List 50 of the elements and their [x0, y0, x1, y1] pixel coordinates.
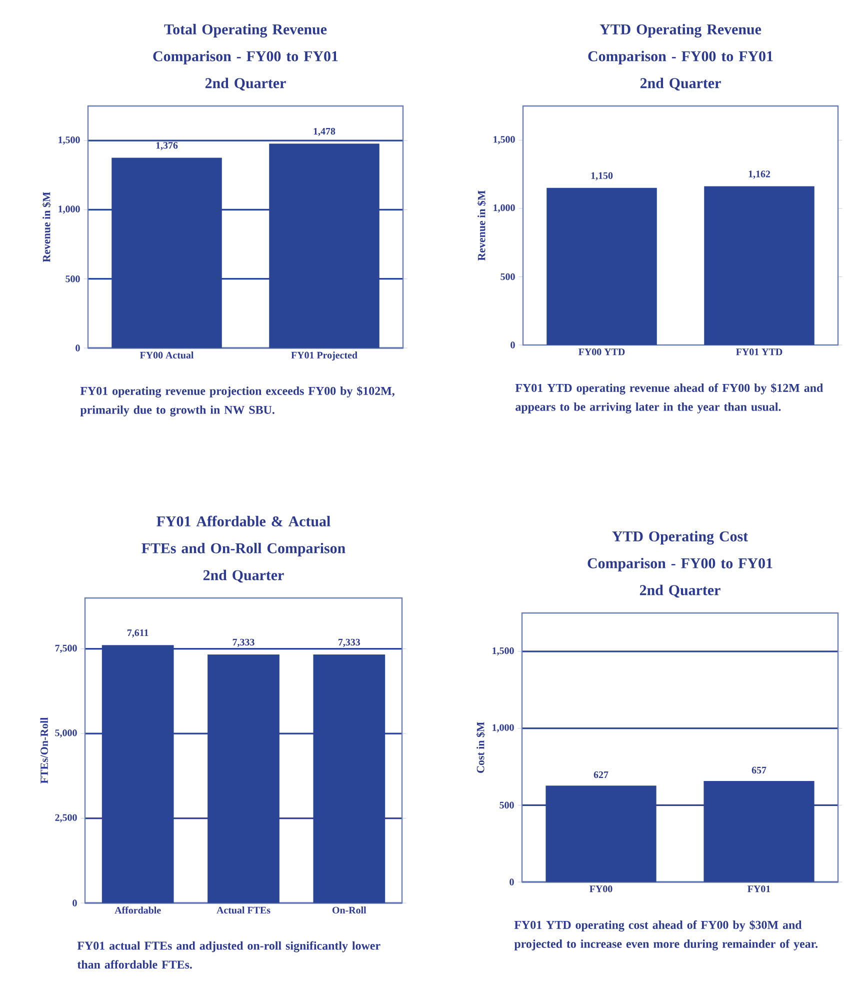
- y-tick-label: 1,000: [494, 204, 515, 213]
- text: FY01 operating revenue projection exceeds FY00 by $102M, primarily due to growth in NW SBU.: [80, 386, 394, 416]
- y-tick-label: 0: [72, 900, 77, 906]
- chart-title: Total Operating Revenue Comparison - FY00 to FY01: [153, 24, 338, 64]
- chart-subtitle: 2nd Quarter: [205, 78, 286, 90]
- x-tick-label: On-Roll: [332, 906, 366, 914]
- data-label: 7,333: [232, 638, 254, 647]
- y-tick-label: 2,500: [55, 814, 77, 822]
- chart-subtitle: 2nd Quarter: [640, 584, 720, 598]
- y-tick-label: 500: [500, 802, 514, 808]
- chart-subtitle: 2nd Quarter: [640, 78, 721, 90]
- data-label: 1,162: [748, 170, 770, 179]
- x-tick-label: FY01 YTD: [736, 348, 782, 356]
- x-tick-label: FY01: [748, 886, 770, 892]
- data-label: 1,376: [156, 142, 178, 150]
- y-tick-label: 1,500: [492, 647, 514, 656]
- y-tick-label: 500: [500, 273, 515, 280]
- data-label: 1,150: [591, 172, 613, 180]
- y-tick-label: 1,500: [58, 136, 80, 145]
- data-label: 7,333: [338, 638, 360, 647]
- y-tick-label: 1,500: [494, 136, 515, 144]
- x-tick-label: FY00 Actual: [140, 352, 194, 359]
- data-label: 627: [594, 771, 608, 778]
- x-tick-label: Affordable: [114, 906, 161, 914]
- chart-title: YTD Operating Cost Comparison - FY00 to FY01: [588, 530, 772, 572]
- y-tick-label: 0: [510, 878, 514, 886]
- y-tick-label: 0: [76, 344, 80, 352]
- x-tick-label: FY00: [590, 886, 612, 892]
- data-label: 657: [752, 766, 766, 774]
- chart-subtitle: 2nd Quarter: [203, 570, 284, 583]
- y-axis-title: Revenue in $M: [42, 192, 51, 262]
- y-tick-label: 500: [66, 275, 80, 282]
- y-tick-label: 1,000: [58, 206, 80, 214]
- data-label: 1,478: [314, 128, 336, 136]
- chart-title: YTD Operating Revenue Comparison - FY00 to FY01: [588, 24, 773, 64]
- y-tick-label: 0: [510, 342, 515, 348]
- x-tick-label: FY01 Projected: [291, 352, 358, 361]
- y-axis-title: Revenue in $M: [477, 190, 486, 261]
- chart-title: FY01 Affordable & Actual FTEs and On-Roll Comparison: [142, 516, 346, 556]
- y-axis-title: FTEs/On-Roll: [40, 718, 48, 784]
- text: FY01 YTD operating revenue ahead of FY00 by $12M and appears to be arriving later in the year than usual.: [515, 383, 824, 414]
- y-tick-label: 5,000: [55, 729, 77, 738]
- y-tick-label: 7,500: [55, 644, 77, 653]
- data-label: 7,611: [127, 629, 148, 638]
- text: FY01 actual FTEs and adjusted on-roll significantly lower than affordable FTEs.: [77, 941, 380, 969]
- y-tick-label: 1,000: [492, 724, 514, 732]
- text: FY01 YTD operating cost ahead of FY00 by $30M and projected to increase even more during remainder of year.: [514, 920, 818, 950]
- x-tick-label: FY00 YTD: [578, 348, 625, 356]
- x-tick-label: Actual FTEs: [216, 906, 270, 914]
- y-axis-title: Cost in $M: [476, 722, 485, 773]
